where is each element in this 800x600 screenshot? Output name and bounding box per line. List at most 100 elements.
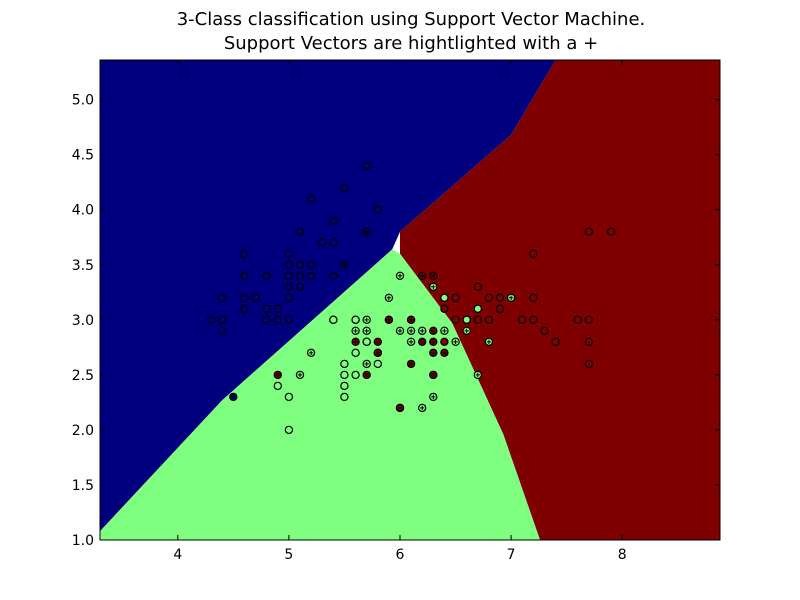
support-vector-point [395, 403, 405, 413]
support-vector-point [384, 315, 394, 324]
y-tick-label: 4.5 [72, 148, 94, 164]
support-vector-plus-marker [364, 372, 369, 378]
support-vector-point [506, 293, 516, 302]
data-point [340, 370, 349, 380]
support-vector-plus-marker [386, 295, 392, 300]
support-vector-plus-marker [431, 328, 436, 334]
data-point-marker [284, 425, 294, 435]
data-point-marker [573, 315, 583, 324]
support-vector-point [429, 282, 438, 291]
data-point [240, 293, 249, 302]
support-vector-plus-marker [431, 372, 436, 378]
data-point [495, 304, 505, 313]
data-point [306, 260, 316, 269]
data-point-marker [351, 348, 360, 357]
data-point [540, 326, 549, 335]
support-vector-plus-marker [408, 328, 414, 334]
data-point [217, 326, 227, 335]
data-point [306, 271, 316, 280]
support-vector-point [362, 326, 371, 335]
data-point [217, 315, 227, 324]
data-point [340, 392, 349, 402]
support-vector-plus-marker [431, 339, 436, 345]
data-point [329, 315, 338, 324]
support-vector-point [406, 315, 416, 324]
data-point [295, 260, 305, 269]
support-vector-plus-marker [486, 339, 492, 345]
data-point-marker [273, 304, 282, 313]
support-vector-plus-marker [431, 394, 436, 400]
support-vector-plus-marker [408, 339, 414, 345]
data-point-marker [240, 304, 249, 313]
support-vector-point [473, 370, 482, 380]
data-point [584, 315, 594, 324]
y-tick-label: 2.5 [72, 368, 94, 384]
support-vector-plus-marker [453, 339, 458, 345]
y-tick-label: 3.0 [72, 313, 94, 329]
data-point-marker [340, 381, 349, 391]
support-vector-point [351, 337, 360, 346]
data-point-marker [473, 282, 482, 291]
support-vector-point [429, 392, 438, 402]
data-point [240, 304, 249, 313]
data-point-marker [284, 392, 294, 402]
data-point [529, 293, 538, 302]
support-vector-point [395, 326, 405, 335]
data-point [284, 315, 294, 324]
data-point [284, 425, 294, 435]
data-point-marker [529, 315, 538, 324]
data-point-marker [329, 238, 338, 247]
support-vector-point [418, 271, 427, 280]
support-vector-point [406, 337, 416, 346]
data-point-marker [451, 293, 460, 302]
axis-ticks: 4 5 6 7 8 1.0 1.5 2.0 2.5 3.0 3.5 4.0 4.5 5.0 [72, 60, 720, 563]
y-tick-label: 1.0 [72, 533, 94, 549]
data-point [473, 315, 482, 324]
data-point [573, 315, 583, 324]
support-vector-point [429, 370, 438, 380]
x-tick-label: 8 [618, 547, 627, 563]
support-vector-plus-marker [297, 372, 303, 378]
data-point-marker [362, 337, 371, 346]
data-point-marker [440, 337, 449, 346]
data-point-marker [584, 315, 594, 324]
support-vector-point [440, 326, 449, 335]
data-point-marker [251, 293, 260, 302]
support-vector-point [340, 260, 349, 269]
support-vector-point [351, 326, 360, 335]
data-point [262, 315, 271, 324]
data-point-marker [295, 260, 305, 269]
data-point-marker [473, 315, 482, 324]
data-point-marker [284, 249, 294, 258]
data-point [284, 392, 294, 402]
x-tick-label: 5 [284, 547, 293, 563]
support-vector-point [429, 271, 438, 280]
sample-points [206, 161, 616, 435]
decision-region-class-2 [400, 60, 720, 540]
support-vector-point [362, 359, 371, 369]
x-tick-label: 7 [507, 547, 516, 563]
data-point [606, 227, 616, 236]
data-point [329, 271, 338, 280]
data-point-marker [484, 315, 494, 324]
data-point-marker [240, 293, 249, 302]
support-vector-plus-marker [386, 317, 392, 323]
data-point-marker [306, 260, 316, 269]
y-tick-label: 5.0 [72, 93, 94, 109]
data-point [329, 216, 338, 225]
support-vector-plus-marker [231, 394, 236, 400]
support-vector-point [229, 392, 238, 402]
data-point-marker [440, 304, 449, 313]
data-point-marker [318, 238, 327, 247]
support-vector-point [373, 348, 382, 357]
data-point-marker [284, 282, 294, 291]
data-point [440, 293, 449, 302]
data-point [329, 238, 338, 247]
data-point [295, 282, 305, 291]
data-point-marker [451, 315, 460, 324]
data-point [584, 227, 594, 236]
data-point [284, 282, 294, 291]
support-vector-plus-marker [420, 273, 425, 278]
data-point-marker [295, 271, 305, 280]
